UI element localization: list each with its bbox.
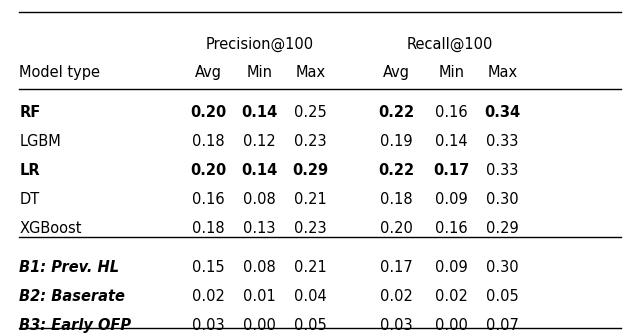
Text: 0.34: 0.34 [484,105,520,120]
Text: 0.01: 0.01 [243,289,276,304]
Text: LGBM: LGBM [19,134,61,149]
Text: 0.02: 0.02 [435,289,468,304]
Text: 0.12: 0.12 [243,134,276,149]
Text: Max: Max [487,66,518,80]
Text: Recall@100: Recall@100 [406,37,493,52]
Text: 0.04: 0.04 [294,289,327,304]
Text: 0.29: 0.29 [486,221,519,236]
Text: 0.30: 0.30 [486,192,518,207]
Text: 0.29: 0.29 [292,163,328,178]
Text: 0.19: 0.19 [381,134,413,149]
Text: 0.02: 0.02 [380,289,413,304]
Text: Model type: Model type [19,66,100,80]
Text: 0.09: 0.09 [435,192,468,207]
Text: B2: Baserate: B2: Baserate [19,289,125,304]
Text: 0.05: 0.05 [294,318,327,333]
Text: 0.17: 0.17 [380,260,413,275]
Text: 0.21: 0.21 [294,260,327,275]
Text: 0.22: 0.22 [379,105,415,120]
Text: 0.08: 0.08 [243,260,276,275]
Text: 0.00: 0.00 [435,318,468,333]
Text: Avg: Avg [383,66,410,80]
Text: B3: Early OFP: B3: Early OFP [19,318,131,333]
Text: B1: Prev. HL: B1: Prev. HL [19,260,119,275]
Text: 0.33: 0.33 [486,134,518,149]
Text: 0.08: 0.08 [243,192,276,207]
Text: 0.05: 0.05 [486,289,519,304]
Text: 0.02: 0.02 [191,289,225,304]
Text: RF: RF [19,105,40,120]
Text: 0.23: 0.23 [294,221,326,236]
Text: 0.17: 0.17 [433,163,469,178]
Text: 0.18: 0.18 [192,221,224,236]
Text: 0.03: 0.03 [192,318,224,333]
Text: 0.14: 0.14 [241,163,277,178]
Text: Avg: Avg [195,66,221,80]
Text: 0.18: 0.18 [381,192,413,207]
Text: 0.30: 0.30 [486,260,518,275]
Text: 0.00: 0.00 [243,318,276,333]
Text: 0.03: 0.03 [381,318,413,333]
Text: XGBoost: XGBoost [19,221,82,236]
Text: LR: LR [19,163,40,178]
Text: Max: Max [295,66,326,80]
Text: DT: DT [19,192,40,207]
Text: 0.16: 0.16 [192,192,224,207]
Text: 0.21: 0.21 [294,192,327,207]
Text: 0.09: 0.09 [435,260,468,275]
Text: 0.22: 0.22 [379,163,415,178]
Text: 0.14: 0.14 [241,105,277,120]
Text: 0.13: 0.13 [243,221,275,236]
Text: Min: Min [246,66,272,80]
Text: 0.20: 0.20 [190,163,226,178]
Text: 0.16: 0.16 [435,221,467,236]
Text: 0.20: 0.20 [380,221,413,236]
Text: 0.33: 0.33 [486,163,518,178]
Text: 0.16: 0.16 [435,105,467,120]
Text: Precision@100: Precision@100 [205,37,313,52]
Text: 0.23: 0.23 [294,134,326,149]
Text: 0.25: 0.25 [294,105,327,120]
Text: 0.07: 0.07 [486,318,519,333]
Text: 0.20: 0.20 [190,105,226,120]
Text: 0.14: 0.14 [435,134,467,149]
Text: 0.15: 0.15 [192,260,224,275]
Text: 0.18: 0.18 [192,134,224,149]
Text: Min: Min [438,66,464,80]
